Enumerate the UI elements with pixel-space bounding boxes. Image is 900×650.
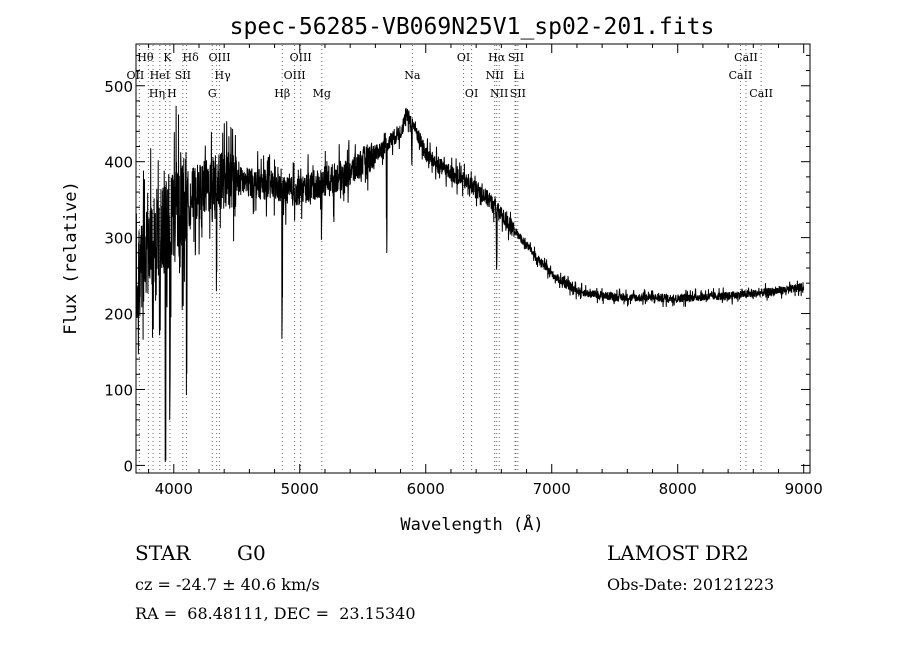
redshift-cz: cz = -24.7 ± 40.6 km/s [135,575,320,594]
line-label-16: OI [457,51,470,64]
line-label-9: Hγ [215,69,232,82]
spectrum-line [135,105,805,462]
y-axis-label: Flux (relative) [61,181,81,335]
line-label-19: Hα [488,51,506,64]
x-axis: 4000 5000 6000 7000 8000 9000 [148,44,823,498]
x-tick-label-1: 5000 [281,480,319,498]
line-label-18: NII [486,69,504,82]
line-label-21: Li [514,69,525,82]
y-tick-label-0: 0 [123,457,133,475]
y-axis: 0 100 200 300 400 500 [104,54,810,475]
line-label-25: CaII [734,51,758,64]
line-label-3: HeI [150,69,170,82]
subclass: G0 [237,541,266,565]
x-tick-label-4: 8000 [659,480,697,498]
line-label-17: OI [465,87,478,100]
y-tick-label-2: 200 [104,306,133,324]
x-tick-label-2: 6000 [407,480,445,498]
chart-title: spec-56285-VB069N25V1_sp02-201.fits [230,14,715,40]
line-label-1: Hθ [137,51,154,64]
line-label-14: Mg [313,87,331,100]
line-label-20: NII [490,87,508,100]
line-label-26: CaII [749,87,773,100]
x-tick-label-0: 4000 [155,480,193,498]
line-label-10: OIII [208,51,230,64]
x-axis-label: Wavelength (Å) [400,513,543,535]
obs-date: Obs-Date: 20121223 [607,575,775,594]
line-label-15: Na [404,69,421,82]
x-tick-label-5: 9000 [785,480,823,498]
line-label-4: K [163,51,172,64]
line-label-12: OIII [284,69,306,82]
spectral-line-labels: OII Hθ Hη HeI K H SII Hδ G Hγ OIII Hβ OIII OIII Mg Na OI… [127,51,773,100]
y-tick-label-5: 500 [104,78,133,96]
object-class: STAR [135,541,191,565]
line-label-7: Hδ [183,51,200,64]
line-label-8: G [208,87,217,100]
line-label-5: H [167,87,177,100]
line-label-23: SII [510,87,526,100]
line-label-22: SII [508,51,524,64]
x-tick-label-3: 7000 [533,480,571,498]
spectral-line-markers [138,45,762,472]
line-label-6: SII [175,69,191,82]
line-label-11: Hβ [274,87,290,100]
line-label-13: OIII [290,51,312,64]
plot-frame [135,43,811,474]
y-tick-label-4: 400 [104,154,133,172]
y-tick-label-1: 100 [104,381,133,399]
y-tick-label-3: 300 [104,230,133,248]
line-label-2: Hη [149,87,165,100]
survey-name: LAMOST DR2 [607,541,749,565]
line-label-24: CaII [729,69,753,82]
line-label-0: OII [127,69,145,82]
ra-dec: RA = 68.48111, DEC = 23.15340 [135,604,416,623]
